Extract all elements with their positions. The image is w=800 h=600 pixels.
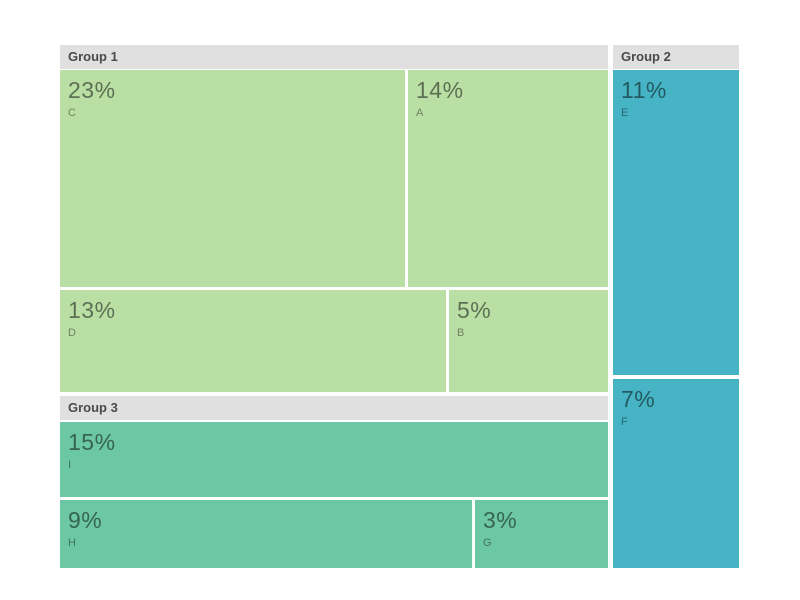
treemap-tile-a[interactable]: 14% A [408,70,608,287]
tile-i-label: I [68,459,72,471]
tile-g-label: G [483,537,492,549]
tile-d-label: D [68,327,76,339]
group-3-header[interactable]: Group 3 [60,396,608,420]
tile-f-label: F [621,416,628,428]
treemap-tile-e[interactable]: 11% E [613,70,739,375]
tile-a-percent: 14% [416,77,464,103]
group-2-header[interactable]: Group 2 [613,45,739,69]
treemap-tile-c[interactable]: 23% C [60,70,405,287]
tile-h-percent: 9% [68,507,103,533]
treemap-tile-f[interactable]: 7% F [613,379,739,568]
group-1-header[interactable]: Group 1 [60,45,608,69]
tile-h-label: H [68,537,76,549]
treemap-tile-g[interactable]: 3% G [475,500,608,568]
tile-b-percent: 5% [457,297,492,323]
tile-d-percent: 13% [68,297,116,323]
tile-b-label: B [457,327,465,339]
treemap-tile-h[interactable]: 9% H [60,500,472,568]
treemap-tile-d[interactable]: 13% D [60,290,446,392]
tile-g-percent: 3% [483,507,518,533]
tile-e-percent: 11% [621,77,667,103]
tile-f-percent: 7% [621,386,656,412]
treemap-tile-i[interactable]: 15% I [60,422,608,497]
treemap-tile-b[interactable]: 5% B [449,290,608,392]
tile-i-percent: 15% [68,429,116,455]
tile-c-percent: 23% [68,77,116,103]
tile-c-label: C [68,107,76,119]
tile-e-label: E [621,107,629,119]
tile-a-label: A [416,107,424,119]
